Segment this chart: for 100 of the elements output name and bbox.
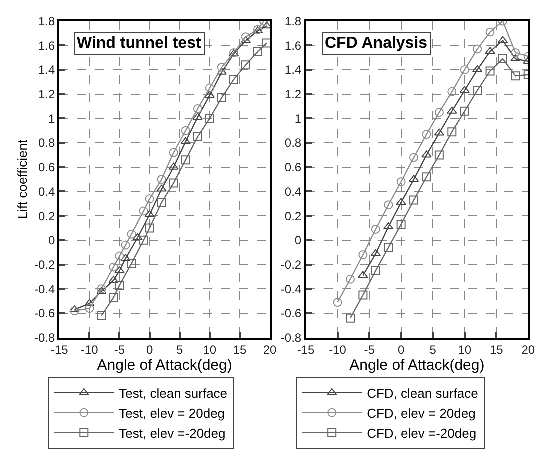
- x-tick-label: -15: [50, 343, 69, 358]
- text: Wind tunnel test: [77, 35, 202, 52]
- x-tick-label: 5: [430, 343, 437, 358]
- point: [448, 87, 457, 96]
- point: [460, 86, 470, 94]
- y-tick-label: -0.2: [280, 258, 302, 272]
- point: [109, 293, 118, 302]
- x-tick-label: 5: [176, 343, 184, 358]
- x-tick-label: -5: [364, 343, 376, 358]
- point: [97, 311, 106, 320]
- point: [485, 47, 496, 54]
- point: [109, 262, 118, 272]
- legend-label: CFD, elev =-20deg: [367, 426, 477, 441]
- point: [460, 106, 470, 116]
- y-tick-label: 1.2: [38, 88, 56, 102]
- point: [132, 233, 143, 240]
- point: [115, 280, 124, 290]
- point: [498, 54, 508, 64]
- point: [422, 130, 432, 140]
- y-tick-label: -0.4: [280, 282, 302, 296]
- point: [108, 276, 119, 284]
- point: [205, 114, 214, 124]
- point: [346, 314, 355, 323]
- point: [473, 86, 482, 96]
- x-tick-label: -5: [114, 343, 126, 358]
- point: [486, 66, 495, 76]
- legend-label: Test, elev =-20deg: [119, 426, 226, 441]
- point: [114, 266, 125, 274]
- point: [396, 198, 406, 206]
- x-tick-label: 15: [490, 343, 504, 358]
- y-tick-label: -0.6: [34, 306, 56, 321]
- point: [139, 236, 148, 245]
- point: [145, 224, 154, 233]
- y-axis-title: Lift coefficient: [14, 140, 30, 220]
- legend-label: Test, elev = 20deg: [119, 406, 226, 421]
- point: [168, 162, 179, 170]
- x-tick-label: -10: [81, 343, 99, 358]
- point: [358, 290, 368, 300]
- point: [127, 230, 136, 239]
- y-tick-label: 1.8: [284, 14, 302, 28]
- y-tick-label: -0.2: [34, 258, 56, 272]
- y-tick-label: 0.6: [284, 160, 302, 175]
- y-tick-label: 1.8: [38, 14, 56, 28]
- x-tick-label: 10: [203, 343, 217, 358]
- x-tick-label: 20: [522, 343, 536, 358]
- y-tick-label: 1.4: [284, 63, 302, 78]
- y-tick-label: 0.4: [38, 184, 56, 199]
- point: [156, 184, 167, 192]
- x-tick-label: 0: [398, 343, 405, 358]
- point: [115, 252, 124, 261]
- point: [358, 250, 368, 260]
- point: [511, 72, 520, 81]
- y-tick-label: 0.6: [38, 160, 56, 175]
- point: [84, 299, 95, 306]
- point: [193, 104, 202, 114]
- y-tick-label: 0: [48, 234, 56, 248]
- y-tick-label: 1.6: [284, 38, 302, 53]
- y-tick-label: -0.4: [34, 282, 56, 296]
- point: [205, 84, 214, 93]
- x-tick-label: 10: [458, 343, 472, 358]
- point: [145, 194, 154, 204]
- point: [396, 220, 406, 230]
- y-tick-label: 0: [294, 234, 302, 248]
- point: [217, 63, 226, 72]
- point: [422, 150, 432, 158]
- x-tick-label: 0: [146, 343, 154, 358]
- point: [241, 32, 250, 42]
- legend-label: Test, clean surface: [119, 386, 228, 402]
- point: [229, 75, 238, 84]
- y-tick-label: 1.6: [38, 38, 56, 53]
- point: [181, 156, 190, 165]
- y-tick-label: 1: [48, 112, 56, 126]
- point: [473, 44, 482, 54]
- point: [434, 150, 444, 160]
- point: [422, 172, 432, 182]
- point: [241, 60, 250, 70]
- point: [192, 112, 203, 120]
- point: [511, 48, 520, 58]
- point: [157, 198, 166, 208]
- point: [217, 93, 226, 102]
- legend-label: CFD, clean surface: [367, 386, 478, 402]
- point: [120, 254, 131, 262]
- point: [181, 126, 190, 136]
- y-tick-label: 0.8: [38, 136, 56, 150]
- point: [85, 304, 94, 314]
- point: [121, 240, 130, 250]
- x-tick-label: -10: [329, 343, 347, 358]
- point: [180, 137, 191, 144]
- point: [127, 259, 136, 268]
- point: [486, 28, 495, 37]
- x-axis-title: Angle of Attack(deg): [97, 357, 232, 374]
- x-axis-title: Angle of Attack(deg): [350, 357, 485, 374]
- point: [510, 54, 521, 62]
- point: [434, 108, 444, 118]
- point: [333, 298, 342, 308]
- point: [448, 128, 457, 137]
- point: [460, 65, 470, 74]
- point: [139, 206, 148, 216]
- x-tick-label: 20: [263, 343, 277, 358]
- point: [144, 210, 155, 218]
